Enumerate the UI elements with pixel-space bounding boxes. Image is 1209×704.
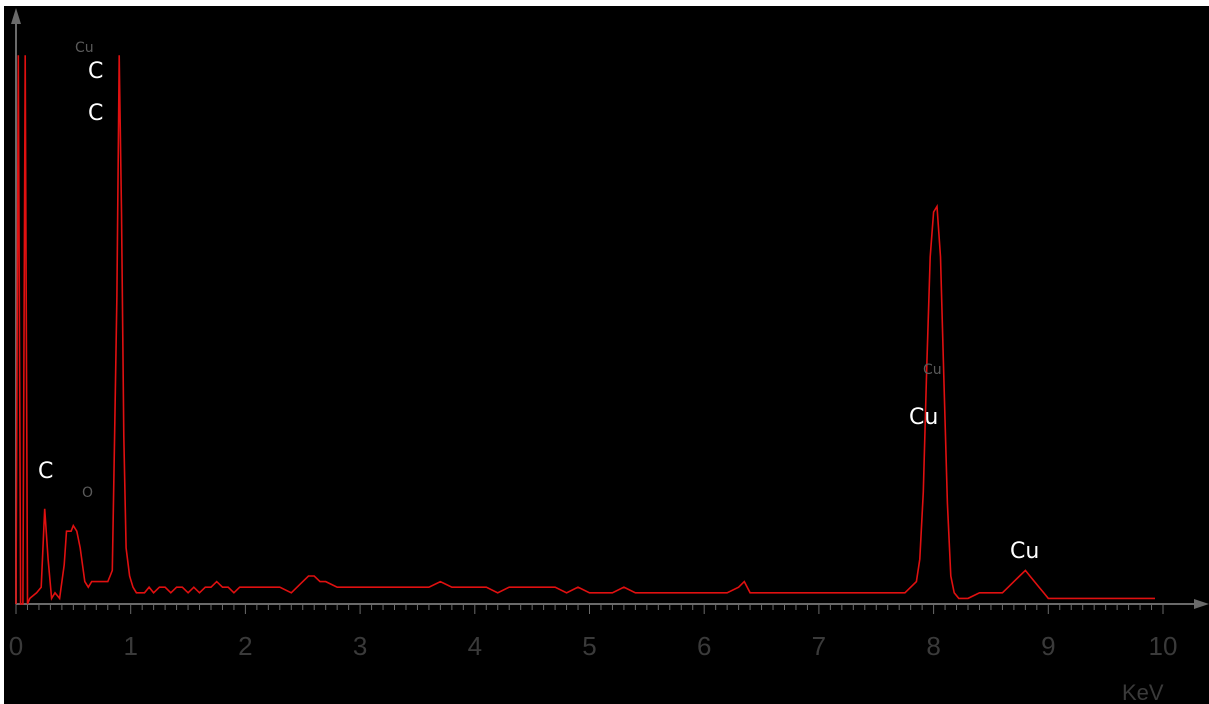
x-tick-label: 4: [468, 631, 482, 661]
peak-label: C: [38, 459, 53, 484]
x-tick-label: 0: [9, 631, 23, 661]
spectrum-line: [15, 55, 1155, 605]
x-tick-label: 1: [123, 631, 137, 661]
peak-label: O: [82, 485, 93, 501]
x-tick-label: 3: [353, 631, 367, 661]
x-tick-label: 7: [812, 631, 826, 661]
x-axis-arrow-icon: [1194, 599, 1209, 609]
peak-label: Cu: [909, 405, 938, 430]
peak-label: C: [88, 59, 103, 84]
minor-ticks: [15, 604, 1164, 614]
x-tick-label: 5: [582, 631, 596, 661]
x-unit-label: KeV: [1122, 680, 1164, 704]
x-tick-label: 10: [1149, 631, 1178, 661]
x-tick-label: 8: [926, 631, 940, 661]
x-tick-labels: 0 1 2 3 4 5 6 7 8 9 10: [9, 631, 1178, 661]
x-tick-label: 2: [238, 631, 252, 661]
peak-label: C: [88, 101, 103, 126]
x-tick-label: 9: [1041, 631, 1055, 661]
series-group: [15, 55, 1155, 605]
axes: [11, 8, 1209, 614]
peak-label: Cu: [923, 362, 942, 378]
y-axis-arrow-icon: [11, 8, 21, 24]
x-tick-label: 6: [697, 631, 711, 661]
peak-label: Cu: [1010, 539, 1039, 564]
peak-label: Cu: [75, 40, 94, 56]
